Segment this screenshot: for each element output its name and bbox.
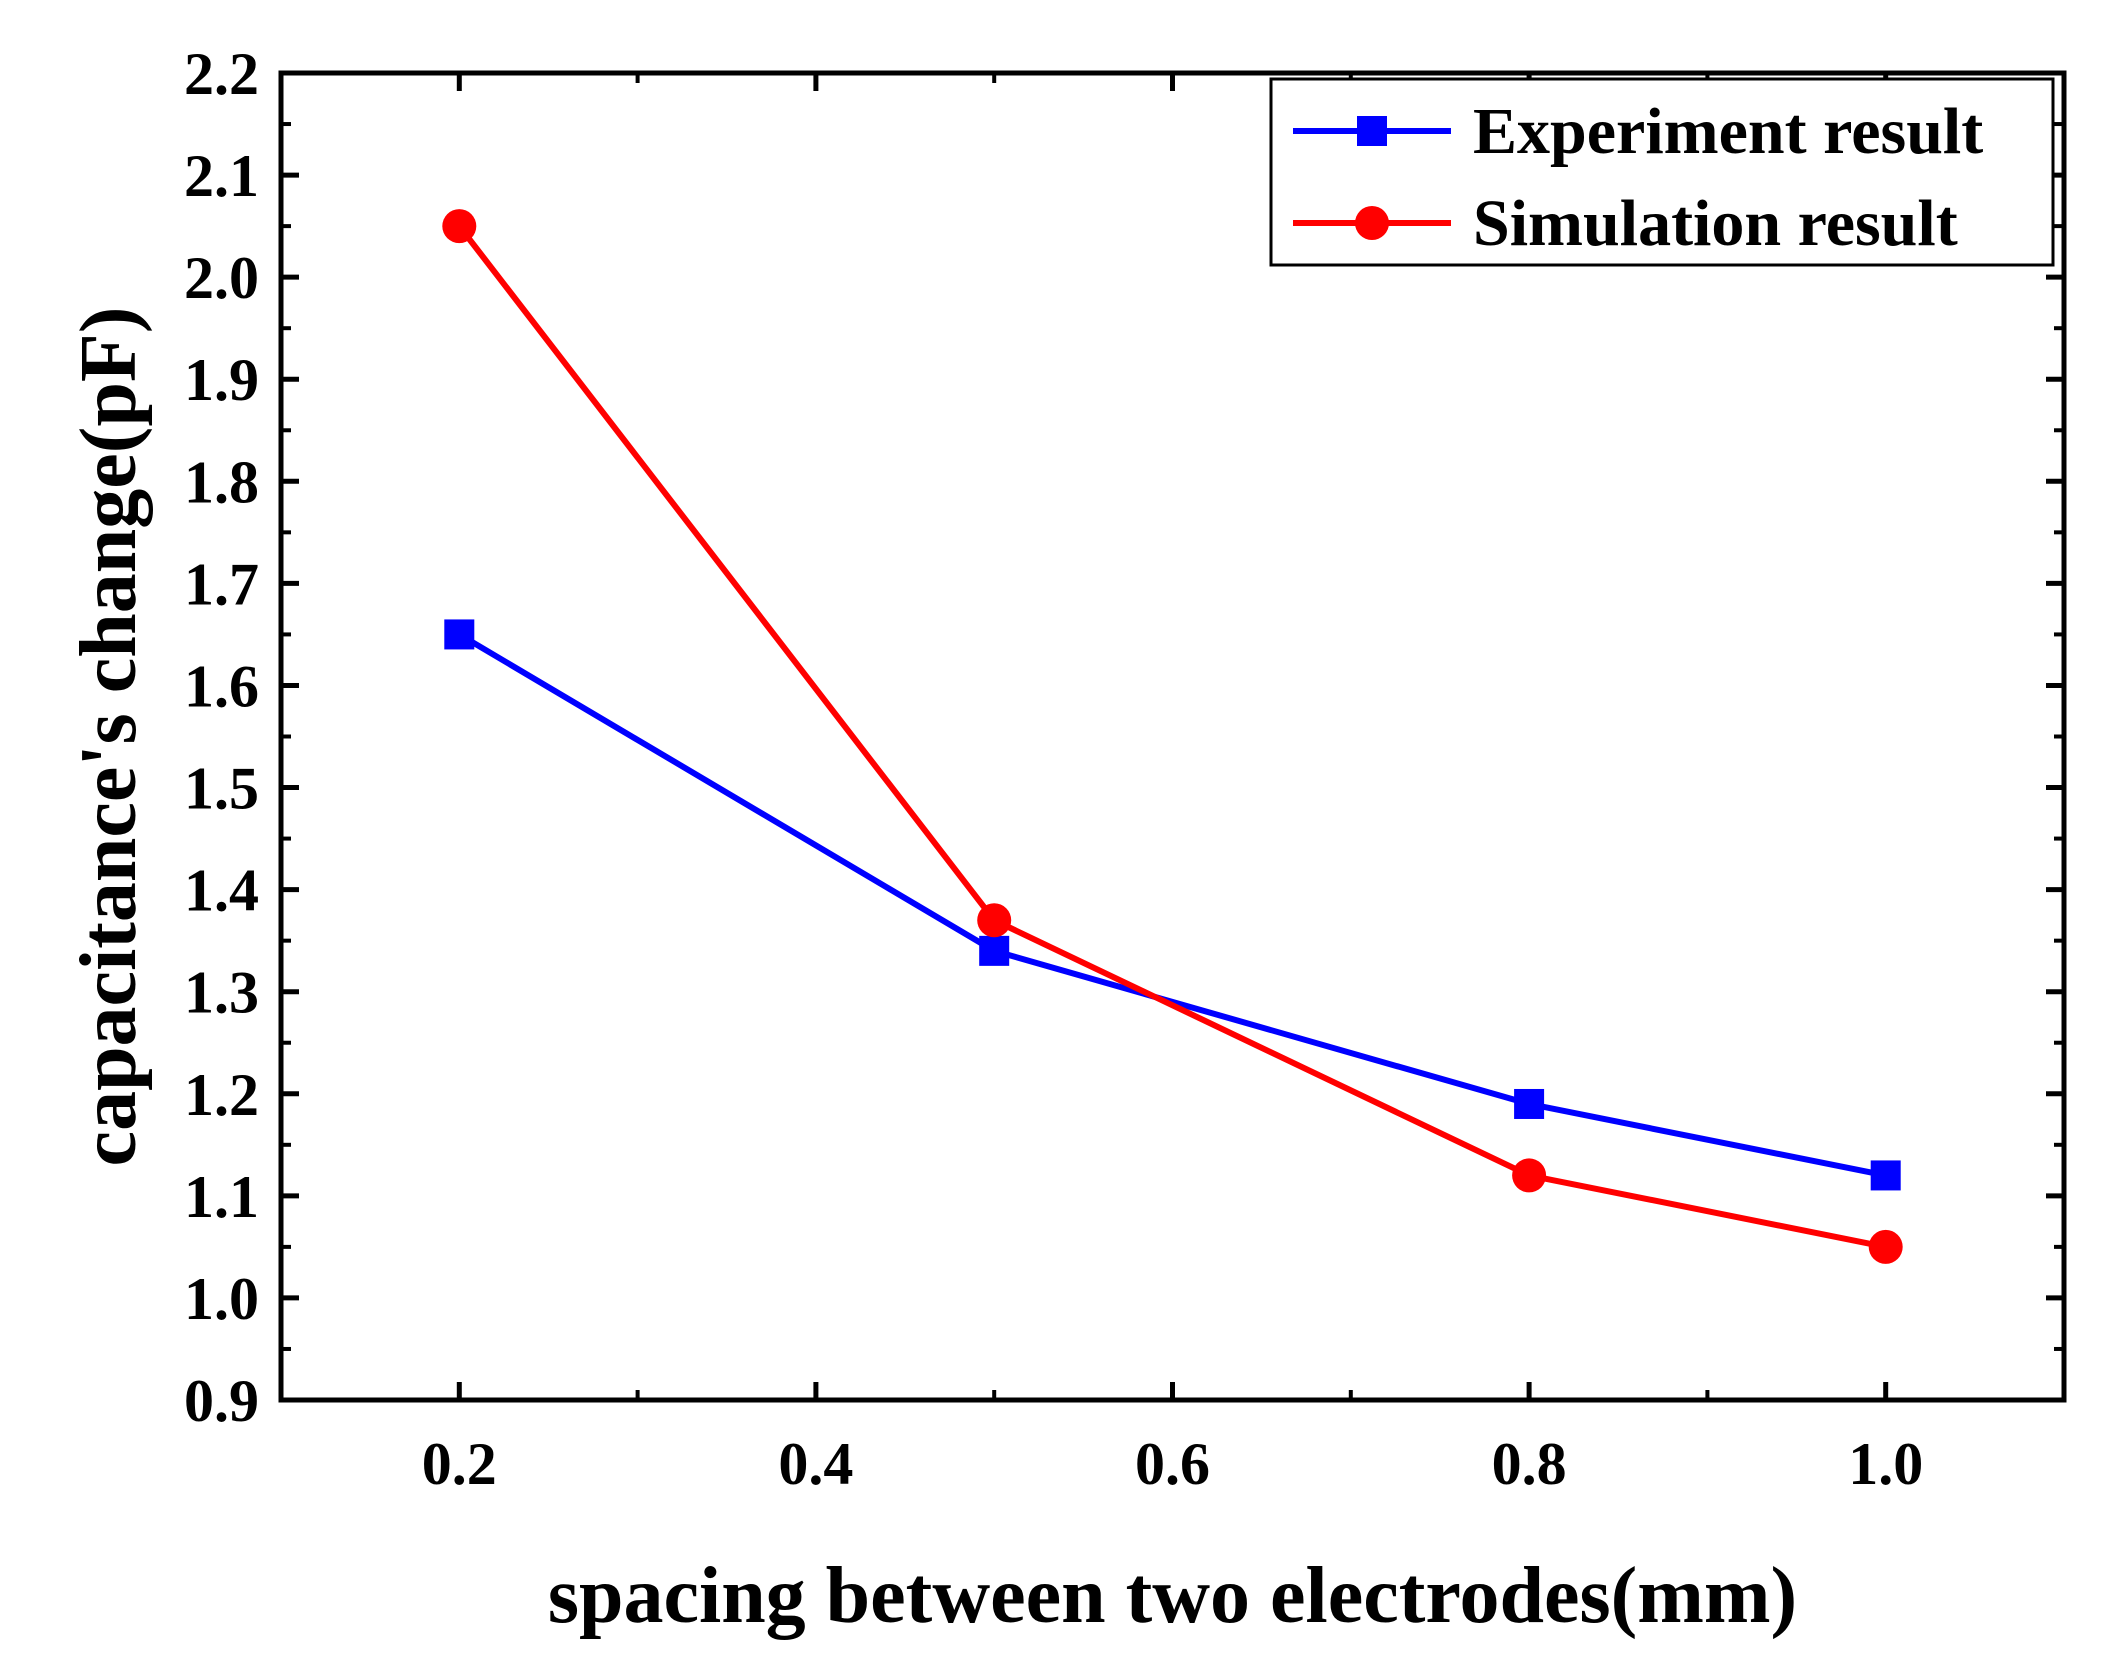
legend: Experiment result Simulation result	[1269, 77, 2055, 267]
data-point-square	[1514, 1088, 1545, 1119]
y-tick-label: 1.1	[184, 1164, 259, 1230]
series-experiment	[444, 619, 1901, 1191]
y-tick-label: 1.5	[184, 756, 259, 822]
y-tick-label: 2.2	[184, 41, 259, 107]
series-line	[457, 631, 1887, 1179]
y-tick-label: 1.7	[184, 551, 259, 617]
data-point-circle	[1512, 1158, 1547, 1193]
y-tick-label: 1.3	[184, 960, 259, 1026]
legend-label: Experiment result	[1473, 95, 1983, 168]
data-point-square	[979, 935, 1010, 966]
y-tick-label: 1.2	[184, 1062, 259, 1128]
data-point-circle	[977, 903, 1012, 938]
y-tick-label: 1.9	[184, 347, 259, 413]
x-tick-label: 0.2	[422, 1431, 497, 1497]
x-tick-label: 0.4	[778, 1431, 853, 1497]
data-point-square	[444, 619, 475, 650]
y-tick-label: 1.8	[184, 449, 259, 515]
x-axis-title: spacing between two electrodes(mm)	[548, 1552, 1797, 1640]
x-tick-label: 1.0	[1848, 1431, 1923, 1497]
data-point-circle	[442, 209, 477, 244]
legend-marker-circle	[1355, 206, 1389, 240]
y-tick-label: 2.1	[184, 143, 259, 209]
series-simulation	[442, 209, 1903, 1264]
x-tick-label: 0.8	[1492, 1431, 1567, 1497]
y-tick-label: 0.9	[184, 1368, 259, 1434]
y-tick-label: 1.4	[184, 858, 259, 924]
y-axis: 0.9 1.0 1.1 1.2 1.3 1.4 1.5 1.6 1.7 1.8 1.9 2.0 2.1 2…	[184, 41, 2064, 1434]
data-point-circle	[1868, 1229, 1903, 1264]
series-line	[456, 224, 1887, 1250]
y-tick-label: 1.0	[184, 1266, 259, 1332]
y-tick-label: 1.6	[184, 653, 259, 719]
legend-label: Simulation result	[1473, 187, 1958, 260]
legend-marker-square	[1357, 116, 1387, 146]
x-tick-label: 0.6	[1135, 1431, 1210, 1497]
y-axis-title: capacitance's change(pF)	[65, 307, 153, 1167]
y-tick-label: 2.0	[184, 245, 259, 311]
plot-frame	[278, 70, 2067, 1403]
x-axis: 0.2 0.4 0.6 0.8 1.0	[279, 73, 2066, 1497]
legend-box	[1269, 77, 2055, 267]
data-point-square	[1870, 1160, 1901, 1191]
